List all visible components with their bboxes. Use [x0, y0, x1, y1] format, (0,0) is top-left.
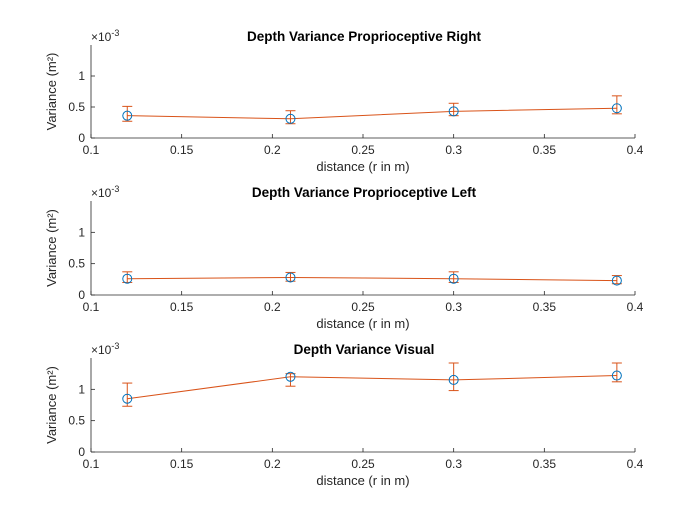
chart-1-y-tick-label: 0.5 [68, 100, 85, 114]
chart-2-series-line [127, 276, 617, 282]
chart-2-data-point [448, 273, 459, 284]
chart-3-x-tick-label: 0.3 [445, 457, 462, 471]
chart-1-series-line [127, 107, 617, 120]
chart-1-data-point [122, 110, 133, 121]
chart-1-x-tick-label: 0.15 [170, 143, 194, 157]
chart-2-x-tick-label: 0.1 [83, 300, 100, 314]
chart-3-x-tick-label: 0.15 [170, 457, 194, 471]
chart-1-x-tick-label: 0.2 [264, 143, 281, 157]
chart-1-x-tick-label: 0.25 [351, 143, 375, 157]
chart-3-series-line [127, 375, 617, 400]
chart-2-data-point [611, 275, 622, 286]
chart-3-x-tick-label: 0.2 [264, 457, 281, 471]
chart-1-x-tick-label: 0.3 [445, 143, 462, 157]
chart-1-x-tick-label: 0.4 [627, 143, 644, 157]
chart-2-y-exponent: ×10-3 [91, 184, 119, 200]
chart-3-data-point [611, 370, 622, 381]
chart-2-title: Depth Variance Proprioceptive Left [252, 185, 477, 200]
chart-2-data-point [285, 272, 296, 283]
chart-2-x-tick-label: 0.35 [533, 300, 557, 314]
chart-1-title: Depth Variance Proprioceptive Right [247, 29, 482, 44]
chart-1-x-tick-label: 0.1 [83, 143, 100, 157]
chart-2-x-tick-label: 0.25 [351, 300, 375, 314]
chart-2-x-tick-label: 0.4 [627, 300, 644, 314]
chart-1-x-axis-label: distance (r in m) [316, 159, 409, 174]
chart-1-y-tick-label: 0 [78, 131, 85, 145]
chart-2-y-axis-label: Variance (m²) [44, 209, 59, 287]
chart-3-x-tick-label: 0.35 [533, 457, 557, 471]
chart-3-x-tick-label: 0.25 [351, 457, 375, 471]
chart-3-y-tick-label: 1 [78, 382, 85, 396]
chart-3-title: Depth Variance Visual [294, 342, 435, 357]
chart-3-x-axis-label: distance (r in m) [316, 473, 409, 488]
chart-3-data-point [122, 393, 133, 404]
chart-3: 0.1 0.15 0.2 0.25 0.3 0.35 0.4 0 0.5 1 ×10-3 Depth … [44, 341, 644, 488]
chart-3-data-point [448, 374, 459, 385]
chart-3-y-tick-label: 0 [78, 445, 85, 459]
chart-3-y-axis-label: Variance (m²) [44, 366, 59, 444]
chart-3-x-tick-label: 0.1 [83, 457, 100, 471]
chart-1: 0.1 0.15 0.2 0.25 0.3 0.35 0.4 0 0.5 1 ×10-3 Depth … [44, 28, 644, 174]
chart-2-x-axis-label: distance (r in m) [316, 316, 409, 331]
chart-3-x-tick-label: 0.4 [627, 457, 644, 471]
chart-2-data-point [122, 273, 133, 284]
chart-1-data-point [448, 106, 459, 117]
chart-2-x-tick-label: 0.15 [170, 300, 194, 314]
chart-3-data-point [285, 371, 296, 382]
chart-1-data-point [611, 103, 622, 114]
chart-2-y-tick-label: 0.5 [68, 257, 85, 271]
chart-1-y-axis-label: Variance (m²) [44, 53, 59, 131]
chart-2-x-tick-label: 0.3 [445, 300, 462, 314]
chart-2: 0.1 0.15 0.2 0.25 0.3 0.35 0.4 0 0.5 1 ×10-3 Depth … [44, 184, 644, 331]
chart-1-data-point [285, 113, 296, 124]
chart-2-x-tick-label: 0.2 [264, 300, 281, 314]
chart-1-x-tick-label: 0.35 [533, 143, 557, 157]
chart-3-y-exponent: ×10-3 [91, 341, 119, 357]
chart-2-y-tick-label: 1 [78, 225, 85, 239]
chart-3-y-tick-label: 0.5 [68, 414, 85, 428]
chart-1-y-exponent: ×10-3 [91, 28, 119, 44]
chart-2-y-tick-label: 0 [78, 288, 85, 302]
chart-1-y-tick-label: 1 [78, 69, 85, 83]
